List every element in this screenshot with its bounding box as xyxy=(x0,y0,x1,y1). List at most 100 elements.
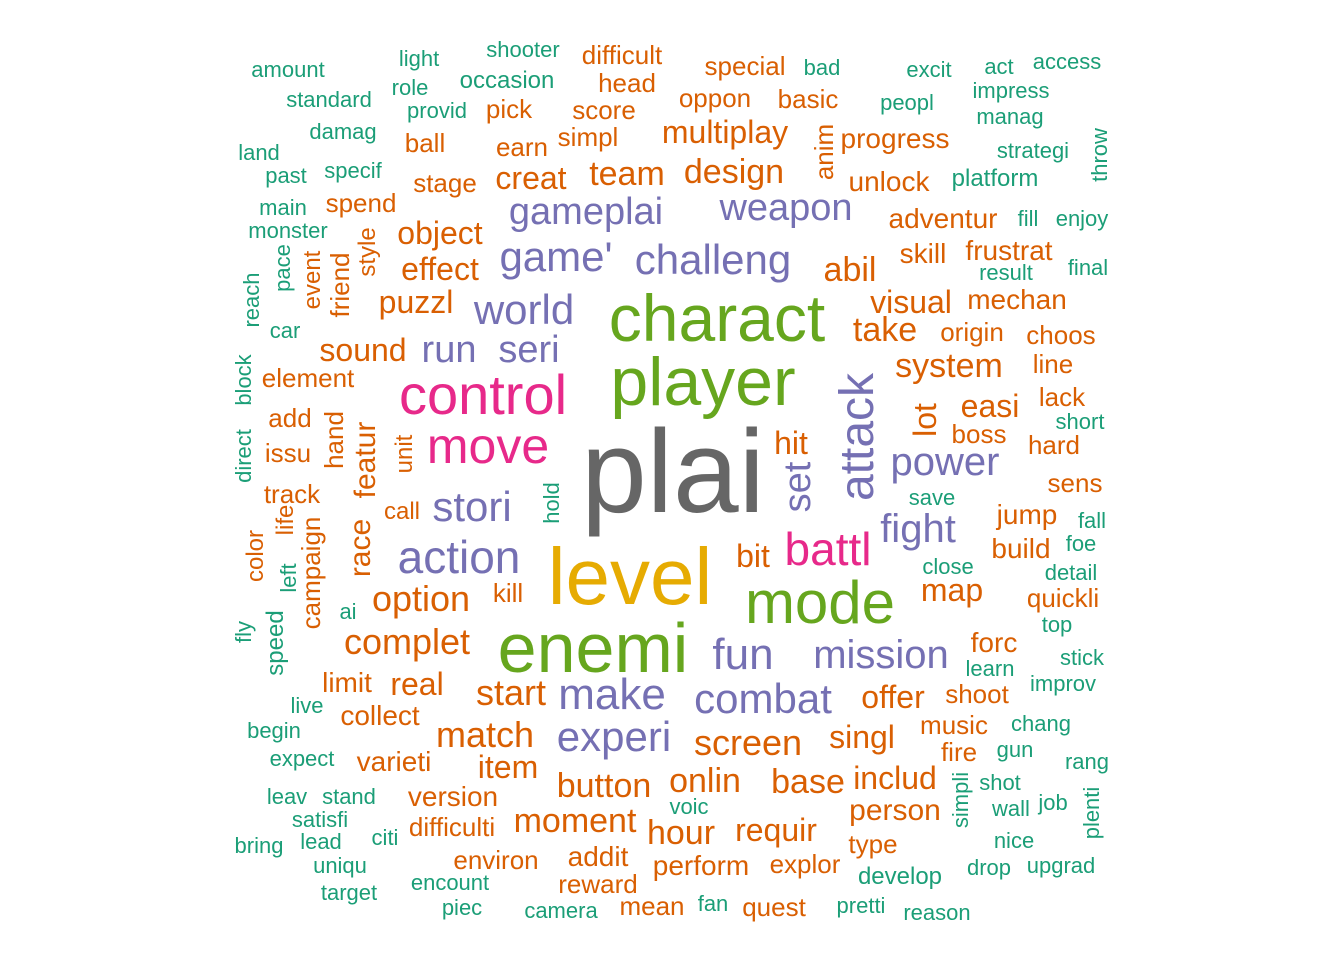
word-fight: fight xyxy=(880,507,956,551)
word-progress: progress xyxy=(840,123,950,154)
word-satisfi: satisfi xyxy=(291,807,349,832)
word-experi: experi xyxy=(556,713,672,760)
word-take: take xyxy=(852,311,918,349)
word-action: action xyxy=(397,531,521,583)
word-fan: fan xyxy=(697,891,729,916)
word-control: control xyxy=(398,363,568,426)
word-learn: learn xyxy=(965,656,1015,681)
word-effect: effect xyxy=(401,251,479,287)
word-build: build xyxy=(991,533,1051,564)
word-boss: boss xyxy=(951,419,1007,449)
word-short: short xyxy=(1055,409,1105,434)
word-pace: pace xyxy=(270,244,295,292)
word-abil: abil xyxy=(823,251,877,289)
word-wall: wall xyxy=(992,796,1030,821)
word-simpli: simpli xyxy=(948,771,973,829)
word-choos: choos xyxy=(1026,320,1096,350)
word-collect: collect xyxy=(340,700,420,731)
word-close: close xyxy=(922,554,974,579)
word-fire: fire xyxy=(940,737,978,767)
word-expect: expect xyxy=(269,746,335,771)
word-combat: combat xyxy=(694,675,832,722)
word-drop: drop xyxy=(966,855,1012,880)
word-button: button xyxy=(556,767,652,805)
word-develop: develop xyxy=(857,863,943,890)
word-left: left xyxy=(276,563,301,593)
word-singl: singl xyxy=(829,719,895,755)
word-hold: hold xyxy=(539,482,564,524)
word-team: team xyxy=(589,155,665,193)
word-bit: bit xyxy=(736,538,770,574)
word-design: design xyxy=(683,153,785,191)
word-amount: amount xyxy=(251,57,325,82)
word-explor: explor xyxy=(769,849,841,879)
word-shot: shot xyxy=(979,770,1021,795)
word-stick: stick xyxy=(1060,645,1104,670)
word-option: option xyxy=(371,578,471,619)
word-base: base xyxy=(771,763,845,801)
word-speed: speed xyxy=(262,610,289,676)
word-easi: easi xyxy=(960,388,1020,424)
word-past: past xyxy=(265,163,307,188)
word-element: element xyxy=(261,363,355,393)
word-plai: plai xyxy=(581,406,765,538)
word-style: style xyxy=(354,227,381,277)
word-impress: impress xyxy=(972,78,1050,103)
word-ai: ai xyxy=(339,599,357,624)
word-camera: camera xyxy=(524,898,598,923)
word-attack: attack xyxy=(831,372,884,502)
word-item: item xyxy=(477,749,539,785)
word-citi: citi xyxy=(371,825,399,850)
word-difficulti: difficulti xyxy=(408,812,496,842)
word-simpl: simpl xyxy=(557,122,619,152)
word-skill: skill xyxy=(899,238,947,269)
word-peopl: peopl xyxy=(880,90,934,115)
word-world: world xyxy=(473,286,575,333)
word-make: make xyxy=(558,670,666,719)
word-campaign: campaign xyxy=(296,516,326,630)
word-race: race xyxy=(344,518,377,578)
word-limit: limit xyxy=(322,667,372,698)
word-hard: hard xyxy=(1027,430,1081,460)
word-seri: seri xyxy=(498,329,560,371)
word-platform: platform xyxy=(951,165,1039,192)
word-head: head xyxy=(598,68,656,98)
word-hour: hour xyxy=(646,814,716,852)
word-provid: provid xyxy=(407,98,467,123)
word-improv: improv xyxy=(1029,671,1097,696)
word-issu: issu xyxy=(264,438,312,468)
word-call: call xyxy=(383,498,421,525)
word-kill: kill xyxy=(492,578,524,608)
word-fun: fun xyxy=(712,630,774,679)
word-reward: reward xyxy=(558,869,638,899)
word-type: type xyxy=(848,829,898,859)
word-strategi: strategi xyxy=(996,138,1070,163)
word-multiplay: multiplay xyxy=(661,114,789,150)
word-light: light xyxy=(398,46,440,71)
word-damag: damag xyxy=(309,119,377,144)
word-begin: begin xyxy=(247,718,301,743)
word-addit: addit xyxy=(567,841,629,872)
word-bad: bad xyxy=(803,55,841,80)
word-oppon: oppon xyxy=(678,83,752,113)
word-reach: reach xyxy=(239,272,264,328)
word-final: final xyxy=(1067,255,1109,280)
word-adventur: adventur xyxy=(888,203,998,234)
word-sound: sound xyxy=(319,332,407,368)
word-onlin: onlin xyxy=(669,762,741,800)
word-monster: monster xyxy=(248,218,328,243)
word-hit: hit xyxy=(774,425,808,461)
word-bring: bring xyxy=(234,833,284,858)
word-hand: hand xyxy=(319,411,349,469)
word-access: access xyxy=(1032,49,1102,74)
word-includ: includ xyxy=(853,760,937,796)
word-visual: visual xyxy=(870,284,952,320)
word-track: track xyxy=(263,479,321,509)
word-music: music xyxy=(920,710,988,740)
word-quest: quest xyxy=(742,892,806,922)
word-mechan: mechan xyxy=(967,284,1067,315)
word-mission: mission xyxy=(813,633,949,677)
word-level: level xyxy=(547,532,713,621)
word-real: real xyxy=(390,666,444,702)
word-standard: standard xyxy=(286,87,372,112)
